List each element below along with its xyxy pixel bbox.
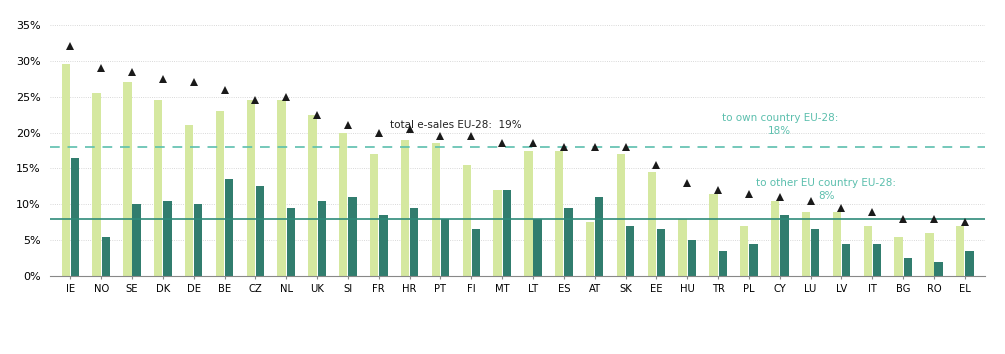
Bar bbox=[370, 154, 378, 276]
Bar bbox=[780, 215, 789, 276]
Bar bbox=[872, 244, 881, 276]
Bar bbox=[740, 226, 749, 276]
Bar bbox=[379, 215, 388, 276]
Bar bbox=[471, 229, 480, 276]
Bar bbox=[441, 219, 449, 276]
Text: to other EU country EU-28:
8%: to other EU country EU-28: 8% bbox=[756, 178, 896, 201]
Bar bbox=[555, 150, 564, 276]
Bar bbox=[133, 204, 141, 276]
Bar bbox=[502, 190, 511, 276]
Bar bbox=[493, 190, 501, 276]
Bar bbox=[657, 229, 665, 276]
Bar bbox=[586, 222, 594, 276]
Bar bbox=[842, 244, 850, 276]
Bar bbox=[802, 212, 810, 276]
Bar bbox=[719, 251, 727, 276]
Bar bbox=[811, 229, 819, 276]
Bar bbox=[256, 187, 264, 276]
Bar bbox=[432, 143, 440, 276]
Bar bbox=[687, 240, 696, 276]
Bar bbox=[771, 201, 779, 276]
Bar bbox=[863, 226, 872, 276]
Bar bbox=[349, 197, 357, 276]
Bar bbox=[194, 204, 202, 276]
Bar bbox=[894, 237, 902, 276]
Bar bbox=[534, 219, 542, 276]
Bar bbox=[565, 208, 573, 276]
Bar bbox=[246, 100, 255, 276]
Bar bbox=[309, 115, 317, 276]
Bar bbox=[903, 258, 912, 276]
Bar bbox=[462, 165, 471, 276]
Bar bbox=[647, 172, 656, 276]
Bar bbox=[163, 201, 172, 276]
Bar bbox=[956, 226, 965, 276]
Bar bbox=[277, 100, 285, 276]
Bar bbox=[225, 179, 233, 276]
Text: total e-sales EU-28:  19%: total e-sales EU-28: 19% bbox=[390, 120, 522, 131]
Bar bbox=[286, 208, 295, 276]
Bar bbox=[926, 233, 934, 276]
Bar bbox=[154, 100, 163, 276]
Bar bbox=[626, 226, 634, 276]
Bar bbox=[410, 208, 418, 276]
Bar bbox=[401, 140, 409, 276]
Bar bbox=[318, 201, 326, 276]
Bar bbox=[102, 237, 110, 276]
Bar bbox=[935, 262, 943, 276]
Bar bbox=[833, 212, 841, 276]
Bar bbox=[678, 219, 686, 276]
Bar bbox=[966, 251, 974, 276]
Bar bbox=[70, 158, 79, 276]
Bar bbox=[92, 93, 100, 276]
Bar bbox=[750, 244, 758, 276]
Bar bbox=[595, 197, 603, 276]
Bar bbox=[216, 111, 224, 276]
Bar bbox=[617, 154, 625, 276]
Bar bbox=[124, 82, 132, 276]
Bar bbox=[339, 133, 348, 276]
Bar bbox=[61, 64, 69, 276]
Bar bbox=[185, 125, 193, 276]
Bar bbox=[710, 194, 718, 276]
Text: to own country EU-28:
18%: to own country EU-28: 18% bbox=[722, 113, 838, 136]
Bar bbox=[525, 150, 533, 276]
